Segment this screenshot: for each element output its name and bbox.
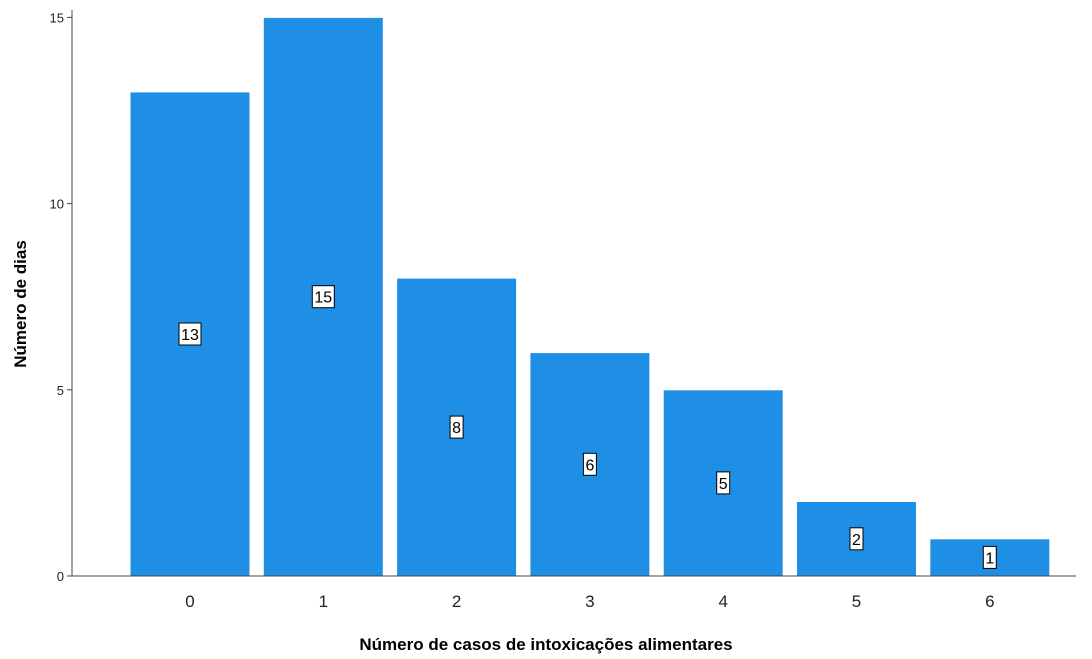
- x-tick-label-5: 5: [852, 592, 861, 611]
- x-tick-label-0: 0: [185, 592, 194, 611]
- data-label-box: [449, 415, 464, 439]
- data-label-text: 8: [452, 420, 461, 437]
- x-tick-label-4: 4: [718, 592, 727, 611]
- data-label-1: 15: [311, 285, 335, 309]
- data-label-box: [849, 527, 864, 551]
- data-label-5: 2: [849, 527, 864, 551]
- data-label-3: 6: [582, 452, 597, 476]
- data-label-text: 15: [314, 290, 332, 307]
- data-label-box: [178, 322, 202, 346]
- y-tick-label-10: 10: [50, 197, 64, 212]
- data-label-6: 1: [982, 545, 997, 569]
- data-label-text: 2: [852, 532, 861, 549]
- bars-group: [129, 16, 1051, 577]
- data-label-4: 5: [716, 471, 731, 495]
- y-tick-label-0: 0: [57, 569, 64, 584]
- y-ticks-group: 0 5 10 15: [50, 10, 72, 584]
- x-axis-title: Número de casos de intoxicações alimenta…: [359, 635, 732, 654]
- data-label-box: [982, 545, 997, 569]
- data-label-box: [311, 285, 335, 309]
- data-label-text: 5: [719, 476, 728, 493]
- data-label-box: [582, 452, 597, 476]
- x-ticks-group: 0 1 2 3 4 5 6: [185, 592, 994, 611]
- data-label-2: 8: [449, 415, 464, 439]
- y-axis-title: Número de dias: [11, 240, 30, 368]
- data-labels-group: 13 15 8 6 5 2 1: [178, 285, 997, 569]
- x-tick-label-3: 3: [585, 592, 594, 611]
- data-label-box: [716, 471, 731, 495]
- y-tick-label-15: 15: [50, 10, 64, 25]
- x-tick-label-1: 1: [319, 592, 328, 611]
- data-label-text: 6: [585, 457, 594, 474]
- x-tick-label-2: 2: [452, 592, 461, 611]
- data-label-text: 1: [985, 550, 994, 567]
- x-tick-label-6: 6: [985, 592, 994, 611]
- data-label-0: 13: [178, 322, 202, 346]
- y-tick-label-5: 5: [57, 383, 64, 398]
- data-label-text: 13: [181, 327, 199, 344]
